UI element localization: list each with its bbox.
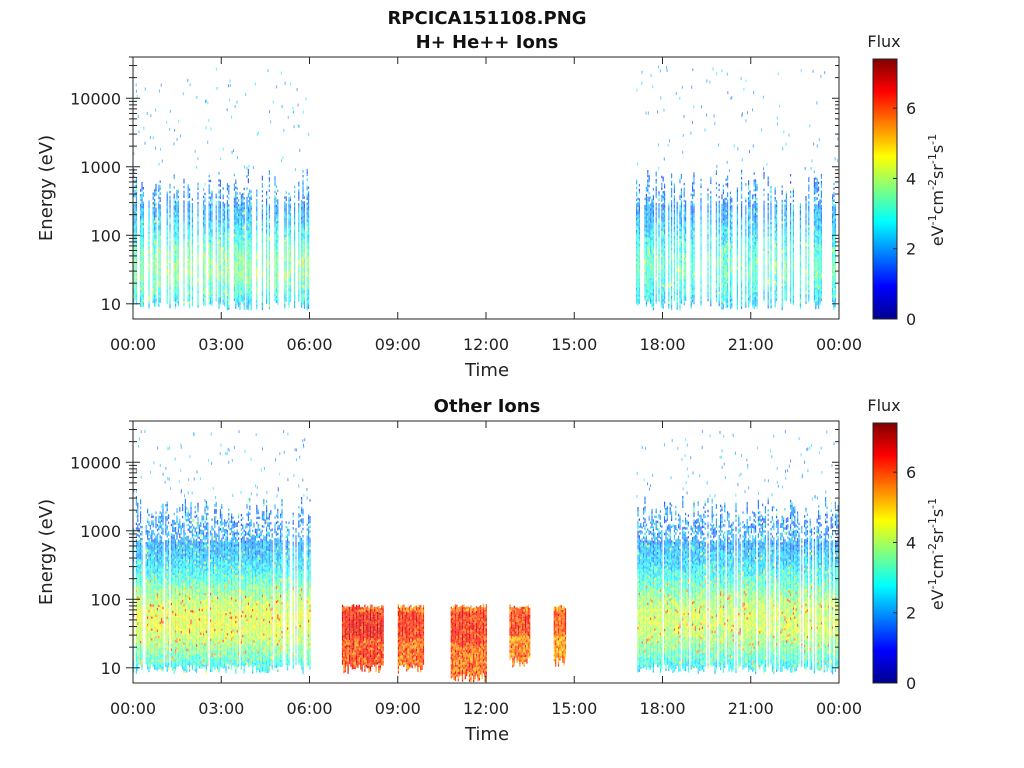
x-axis-label: Time — [464, 724, 509, 745]
x-tick-label: 06:00 — [286, 335, 332, 354]
colorbar-tick-label: 6 — [906, 463, 916, 482]
x-tick-label: 21:00 — [728, 335, 774, 354]
colorbar-tick-label: 4 — [906, 169, 916, 188]
y-tick-label: 1000 — [80, 522, 121, 541]
panel-other-ions: Other Ions 10 100 1000 10000 00:00 03:00 06:0… — [36, 396, 947, 745]
colorbar — [872, 58, 898, 320]
x-tick-label: 06:00 — [286, 699, 332, 718]
colorbar-ticks: 0 2 4 6 — [893, 99, 916, 329]
x-tick-label: 12:00 — [463, 699, 509, 718]
data-block — [636, 65, 839, 311]
colorbar-tick-label: 2 — [906, 240, 916, 259]
x-tick-label: 09:00 — [375, 699, 421, 718]
colorbar-tick-label: 4 — [906, 533, 916, 552]
x-tick-label: 15:00 — [551, 335, 597, 354]
colorbar-label: eV-1cm-2sr-1s-1 — [926, 498, 947, 610]
x-axis-ticks: 00:00 03:00 06:00 09:00 12:00 15:00 18:00 21:00… — [110, 421, 862, 718]
data-block — [509, 604, 531, 668]
x-tick-label: 00:00 — [110, 699, 156, 718]
figure-title: RPCICA151108.PNG — [387, 8, 586, 29]
data-block — [450, 603, 487, 683]
y-axis-label: Energy (eV) — [36, 499, 57, 605]
colorbar-tick-label: 0 — [906, 310, 916, 329]
colorbar-tick-label: 6 — [906, 99, 916, 118]
x-tick-label: 15:00 — [551, 699, 597, 718]
y-tick-label: 10 — [101, 659, 121, 678]
x-tick-label: 00:00 — [110, 335, 156, 354]
colorbar-ticks: 0 2 4 6 — [893, 463, 916, 693]
colorbar-label: eV-1cm-2sr-1s-1 — [926, 134, 947, 246]
x-tick-label: 03:00 — [198, 699, 244, 718]
x-tick-label: 03:00 — [198, 335, 244, 354]
colorbar-tick-label: 2 — [906, 604, 916, 623]
panel-title: H+ He++ Ions — [416, 32, 559, 53]
y-tick-label: 10000 — [70, 453, 121, 472]
x-axis-ticks: 00:00 03:00 06:00 09:00 12:00 15:00 18:00 21:00… — [110, 57, 862, 354]
colorbar-title: Flux — [867, 396, 900, 415]
y-axis-ticks: 10 100 1000 10000 — [70, 420, 839, 678]
colorbar — [872, 422, 898, 684]
y-tick-label: 100 — [90, 590, 121, 609]
y-tick-label: 10 — [101, 295, 121, 314]
spectrogram-data — [133, 65, 839, 311]
x-axis-label: Time — [464, 360, 509, 381]
y-axis-label: Energy (eV) — [36, 135, 57, 241]
y-axis-ticks: 10 100 1000 10000 — [70, 56, 839, 314]
x-tick-label: 18:00 — [639, 335, 685, 354]
x-tick-label: 09:00 — [375, 335, 421, 354]
data-block — [397, 604, 425, 674]
data-block — [133, 67, 310, 311]
y-tick-label: 100 — [90, 226, 121, 245]
x-tick-label: 12:00 — [463, 335, 509, 354]
data-block — [341, 604, 384, 674]
data-block — [553, 605, 567, 667]
data-block — [636, 429, 839, 675]
x-tick-label: 21:00 — [728, 699, 774, 718]
panel-h-he-ions: RPCICA151108.PNG H+ He++ Ions 1010010001… — [36, 8, 947, 381]
x-tick-label: 00:00 — [816, 335, 862, 354]
x-tick-label: 00:00 — [816, 699, 862, 718]
y-tick-label: 10000 — [70, 89, 121, 108]
colorbar-title: Flux — [867, 32, 900, 51]
spectrogram-data — [133, 429, 839, 683]
panel-title: Other Ions — [434, 396, 541, 417]
y-tick-label: 1000 — [80, 158, 121, 177]
data-block — [133, 430, 311, 675]
x-tick-label: 18:00 — [639, 699, 685, 718]
colorbar-tick-label: 0 — [906, 674, 916, 693]
